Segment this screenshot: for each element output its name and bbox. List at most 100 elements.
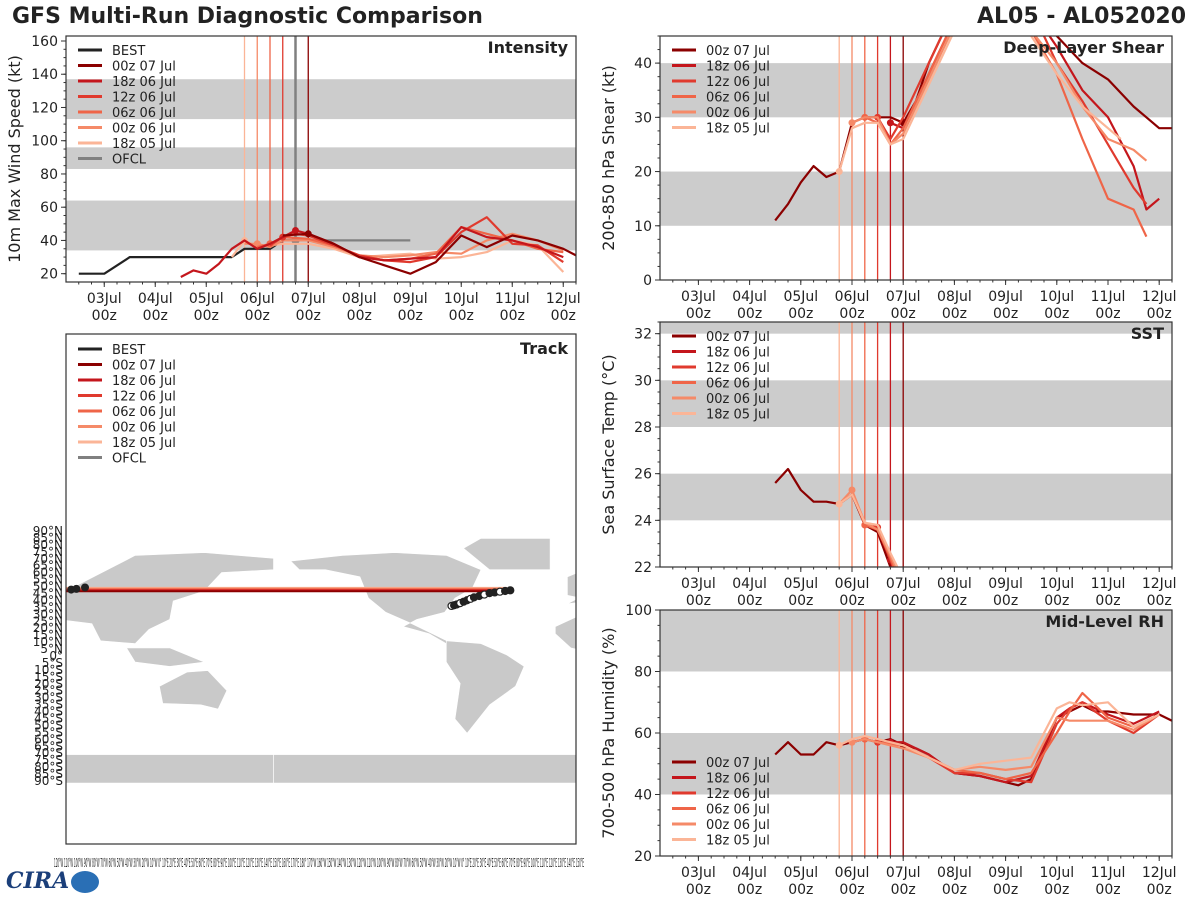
intensity-xtick-label2: 00z xyxy=(449,308,474,324)
sst-ytick-label: 30 xyxy=(634,373,652,389)
intensity-xtick-label: 11Jul xyxy=(495,291,530,307)
sst-xtick-label2: 00z xyxy=(891,593,916,609)
track-best-point xyxy=(81,583,90,592)
sst-xtick-label2: 00z xyxy=(839,593,864,609)
land-shape xyxy=(125,647,206,667)
rh-xtick-label2: 00z xyxy=(1095,882,1120,898)
rh-xtick-label: 11Jul xyxy=(1091,865,1126,881)
intensity-ytick-label: 40 xyxy=(40,233,58,249)
rh-xtick-label: 07Jul xyxy=(886,865,921,881)
intensity-xtick-label2: 00z xyxy=(245,308,270,324)
intensity-series-best xyxy=(78,239,296,275)
sst-xtick-label: 05Jul xyxy=(783,576,818,592)
sst-ytick-label: 24 xyxy=(634,513,652,529)
intensity-band-2 xyxy=(66,79,576,120)
shear-series-run_12z06 xyxy=(876,36,1148,205)
rh-legend-label: 00z 07 Jul xyxy=(706,756,770,771)
shear-legend-label: 06z 06 Jul xyxy=(706,91,770,106)
rh-xtick-label: 08Jul xyxy=(937,865,972,881)
sst-legend-label: 06z 06 Jul xyxy=(706,377,770,392)
rh-xtick-label: 06Jul xyxy=(835,865,870,881)
sst-xtick-label: 04Jul xyxy=(732,576,767,592)
land-shape xyxy=(445,640,525,734)
intensity-xtick-label2: 00z xyxy=(296,308,321,324)
rh-xtick-label: 04Jul xyxy=(732,865,767,881)
track-lat-label: 65°S xyxy=(34,739,63,753)
track-legend-label: 06z 06 Jul xyxy=(112,405,176,420)
shear-marker-run_18z06 xyxy=(886,119,894,127)
track-lat-label: 40°N xyxy=(33,593,63,607)
track-lat-label: 90°S xyxy=(34,774,63,788)
shear-xtick-label: 11Jul xyxy=(1091,289,1126,305)
track-lat-label: 25°N xyxy=(33,614,63,628)
rh-xtick-label2: 00z xyxy=(686,882,711,898)
shear-xtick-label: 09Jul xyxy=(988,289,1023,305)
sst-xtick-label2: 00z xyxy=(788,593,813,609)
rh-xtick-label: 03Jul xyxy=(681,865,716,881)
track-best-point xyxy=(72,584,81,593)
sst-xtick-label: 10Jul xyxy=(1039,576,1074,592)
intensity-xtick-label: 06Jul xyxy=(240,291,275,307)
sst-xtick-label: 03Jul xyxy=(681,576,716,592)
track-lat-label: 80°N xyxy=(33,538,63,552)
sst-band-0 xyxy=(660,473,1172,521)
rh-ytick-label: 20 xyxy=(634,849,652,865)
rh-xtick-label2: 00z xyxy=(942,882,967,898)
intensity-marker-run_00z07 xyxy=(304,230,312,238)
rh-ylabel: 700-500 hPa Humidity (%) xyxy=(599,627,618,838)
land-shape xyxy=(567,572,576,605)
rh-panel: 2040608010003Jul00z04Jul00z05Jul00z06Jul… xyxy=(599,603,1177,898)
shear-xtick-label: 12Jul xyxy=(1142,289,1177,305)
intensity-xtick-label2: 00z xyxy=(551,308,576,324)
rh-ytick-label: 100 xyxy=(625,603,652,619)
track-lat-label: 50°S xyxy=(34,718,63,732)
rh-band-0 xyxy=(660,733,1172,795)
intensity-xtick-label: 10Jul xyxy=(444,291,479,307)
track-lat-label: 35°N xyxy=(33,600,63,614)
shear-xtick-label: 10Jul xyxy=(1039,289,1074,305)
sst-xtick-label2: 00z xyxy=(1095,593,1120,609)
rh-legend-label: 18z 06 Jul xyxy=(706,772,770,787)
rh-xtick-label2: 00z xyxy=(1147,882,1172,898)
intensity-xtick-label: 05Jul xyxy=(189,291,224,307)
rh-legend-label: 00z 06 Jul xyxy=(706,818,770,833)
sst-ytick-label: 32 xyxy=(634,327,652,343)
track-legend-label: BEST xyxy=(112,343,145,358)
track-best-point xyxy=(506,586,515,595)
land-shape xyxy=(159,670,228,710)
intensity-legend-label: 18z 05 Jul xyxy=(112,137,176,152)
shear-panel: 01020304003Jul00z04Jul00z05Jul00z06Jul00… xyxy=(599,35,1177,322)
track-lat-label: 60°N xyxy=(33,566,63,580)
rh-ytick-label: 60 xyxy=(634,726,652,742)
track-lat-label: 5°S xyxy=(42,656,63,670)
track-lat-label: 55°S xyxy=(34,725,63,739)
sst-ytick-label: 26 xyxy=(634,467,652,483)
shear-legend-label: 00z 06 Jul xyxy=(706,106,770,121)
rh-xtick-label2: 00z xyxy=(993,882,1018,898)
track-lat-label: 85°S xyxy=(34,767,63,781)
rh-xtick-label: 10Jul xyxy=(1039,865,1074,881)
sst-marker-run_00z06 xyxy=(848,486,856,494)
land-shape xyxy=(290,552,482,644)
rh-legend-label: 18z 05 Jul xyxy=(706,834,770,849)
track-lat-label: 55°N xyxy=(33,573,63,587)
track-lat-label: 85°N xyxy=(33,531,63,545)
sst-legend-label: 00z 07 Jul xyxy=(706,330,770,345)
shear-series-run_18z05 xyxy=(838,36,1122,172)
track-lat-label: 40°S xyxy=(34,705,63,719)
sst-series-group xyxy=(774,467,899,567)
shear-legend-label: 18z 06 Jul xyxy=(706,60,770,75)
intensity-xtick-label: 04Jul xyxy=(138,291,173,307)
track-lat-label: 60°S xyxy=(34,732,63,746)
track-lat-label: 75°N xyxy=(33,545,63,559)
track-lat-label: 45°N xyxy=(33,587,63,601)
intensity-xtick-label: 12Jul xyxy=(546,291,581,307)
rh-series-group xyxy=(774,691,1172,787)
intensity-xtick-label: 09Jul xyxy=(393,291,428,307)
rh-ytick-label: 40 xyxy=(634,788,652,804)
shear-ytick-label: 0 xyxy=(643,273,652,289)
sst-ylabel: Sea Surface Temp (°C) xyxy=(599,354,618,534)
shear-xtick-label2: 00z xyxy=(1095,306,1120,322)
